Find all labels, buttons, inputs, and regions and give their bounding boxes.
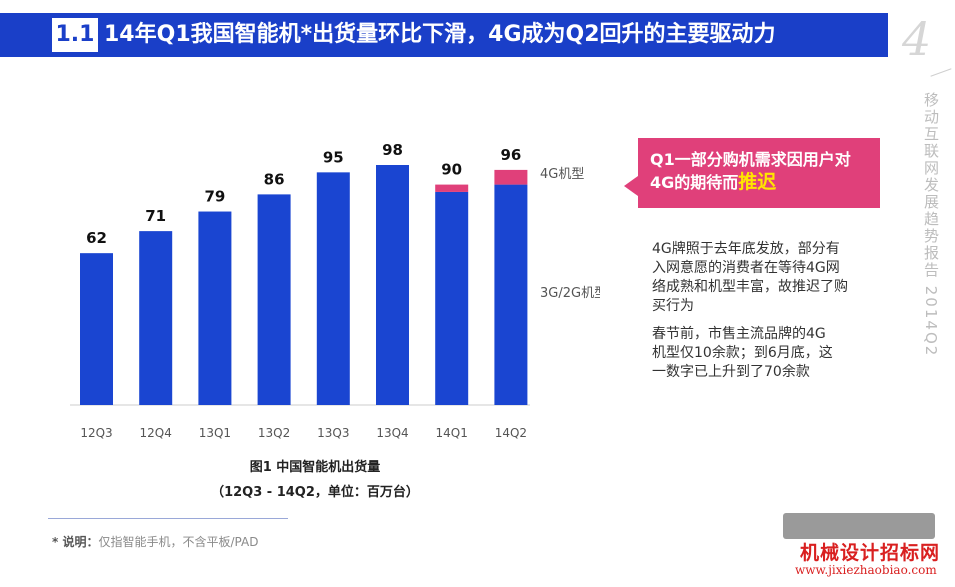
watermark-url: www.jixiezhaobiao.com	[795, 563, 937, 577]
data-label-14Q2: 96	[500, 146, 521, 164]
sidebar-report-title: 移动互联网发展趋势报告 2014Q2	[922, 92, 940, 358]
legend-4g: 4G机型	[540, 167, 584, 182]
note-license: 4G牌照于去年底发放，部分有入网意愿的消费者在等待4G网络成熟和机型丰富，故推迟…	[652, 241, 848, 314]
data-label-12Q3: 62	[86, 229, 107, 247]
note-models: 春节前，市售主流品牌的4G机型仅10余款；到6月底，这一数字已上升到了70余款	[652, 326, 833, 380]
bar-3g2g-14Q2	[494, 184, 528, 405]
chart-caption: 图1 中国智能机出货量	[249, 460, 381, 475]
chart-caption-units: （12Q3 - 14Q2，单位：百万台）	[211, 485, 419, 500]
page-title: 14年Q1我国智能机*出货量环比下滑，4G成为Q2回升的主要驱动力	[104, 22, 776, 47]
header-bar	[0, 13, 888, 57]
bar-3g2g-13Q1	[198, 211, 232, 405]
footnote-label: * 说明：	[52, 535, 99, 549]
data-label-14Q1: 90	[441, 161, 462, 179]
callout-box: Q1一部分购机需求因用户对4G的期待而推迟	[638, 138, 880, 208]
data-label-13Q2: 86	[264, 170, 285, 188]
watermark-logo	[783, 513, 935, 539]
x-tick-label-14Q1: 14Q1	[436, 426, 468, 440]
sidebar-divider	[930, 68, 952, 77]
x-tick-label-12Q4: 12Q4	[140, 426, 172, 440]
bar-4g-14Q1	[435, 184, 469, 192]
bar-4g-14Q2	[494, 169, 528, 185]
x-tick-label-13Q1: 13Q1	[199, 426, 231, 440]
bar-3g2g-13Q2	[257, 194, 291, 405]
x-tick-label-13Q4: 13Q4	[376, 426, 408, 440]
bar-3g2g-13Q3	[316, 172, 350, 405]
section-number: 1.1	[52, 18, 98, 52]
legend-3g2g: 3G/2G机型	[540, 286, 600, 301]
bar-3g2g-12Q4	[139, 231, 173, 405]
footnote: * 说明：仅指智能手机，不含平板/PAD	[52, 533, 258, 550]
page-number: 4	[902, 12, 932, 66]
x-tick-label-12Q3: 12Q3	[80, 426, 112, 440]
callout-highlight: 推迟	[738, 171, 777, 193]
x-tick-label-14Q2: 14Q2	[495, 426, 527, 440]
bar-chart: 62 12Q3 71 12Q4 79 13Q1 86 13Q2 95 13Q3 98 13Q4 90 14…	[70, 141, 600, 440]
bar-3g2g-12Q3	[80, 253, 113, 405]
data-label-12Q4: 71	[145, 207, 166, 225]
footnote-divider	[48, 518, 288, 519]
x-tick-label-13Q3: 13Q3	[317, 426, 349, 440]
x-tick-label-13Q2: 13Q2	[258, 426, 290, 440]
data-label-13Q1: 79	[204, 188, 225, 206]
bar-3g2g-14Q1	[435, 191, 469, 405]
footnote-text: 仅指智能手机，不含平板/PAD	[98, 535, 259, 549]
callout-arrow	[624, 176, 638, 196]
watermark-text: 机械设计招标网	[800, 542, 941, 564]
bar-3g2g-13Q4	[376, 165, 409, 405]
callout-text: Q1一部分购机需求因用户对4G的期待而	[650, 150, 851, 192]
data-label-13Q4: 98	[382, 141, 403, 159]
data-label-13Q3: 95	[323, 148, 344, 166]
